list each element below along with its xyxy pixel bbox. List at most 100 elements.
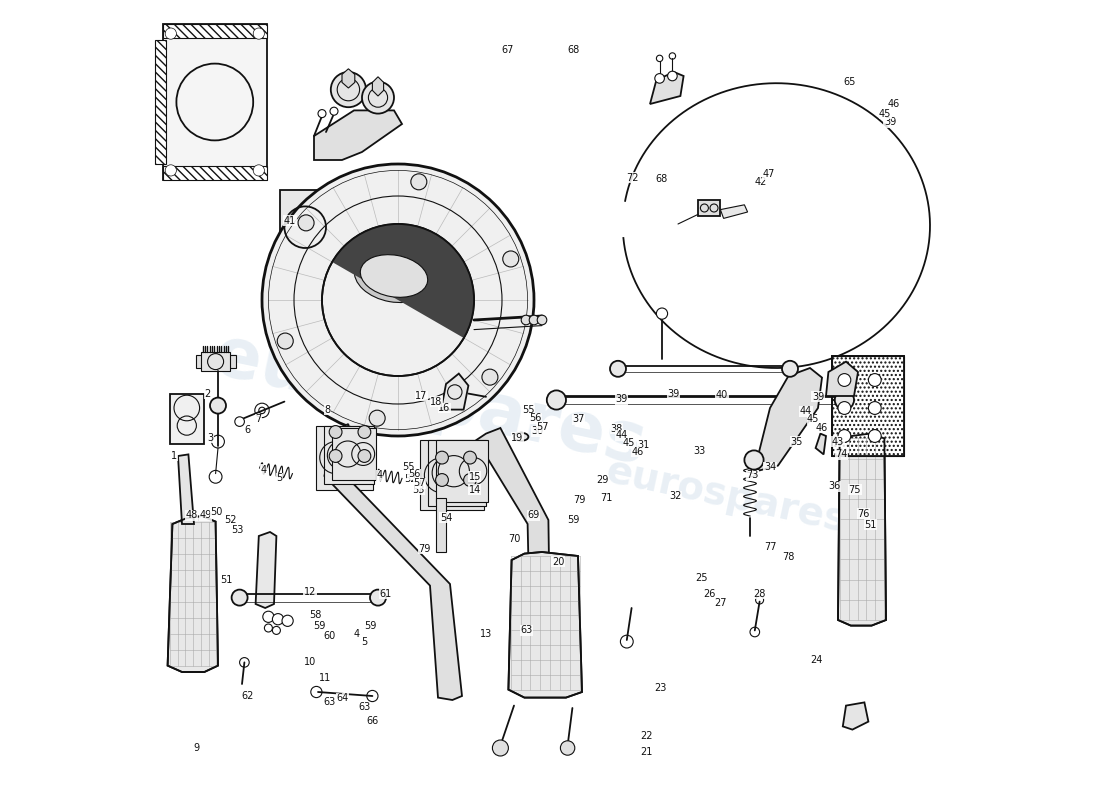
Polygon shape [843,702,868,730]
Circle shape [358,450,371,462]
Bar [832,356,903,456]
Text: 59: 59 [364,622,377,631]
Text: 39: 39 [667,389,680,398]
Text: 19: 19 [512,433,524,442]
Text: 60: 60 [323,631,337,641]
Text: 48: 48 [186,510,198,520]
Circle shape [529,315,539,325]
Circle shape [277,333,294,349]
Text: 55: 55 [403,462,415,472]
Text: 37: 37 [573,414,585,424]
Circle shape [298,215,315,231]
Text: 59: 59 [314,622,326,631]
Polygon shape [838,434,886,626]
Circle shape [370,410,385,426]
Circle shape [521,315,531,325]
Text: 42: 42 [755,178,767,187]
Text: 28: 28 [754,589,766,598]
Text: 70: 70 [508,534,521,544]
Text: 13: 13 [480,629,492,638]
Text: 66: 66 [366,716,378,726]
Text: 52: 52 [223,515,236,525]
Text: 32: 32 [670,491,682,501]
Circle shape [868,430,881,442]
Circle shape [232,590,248,606]
Text: 9: 9 [194,743,199,753]
Text: 65: 65 [843,77,856,86]
Text: 44: 44 [616,430,628,440]
Text: 36: 36 [828,482,840,491]
Text: 31: 31 [638,440,650,450]
Bar [279,190,331,264]
Circle shape [329,450,342,462]
Circle shape [503,251,519,267]
Bar [698,200,720,216]
Bar [437,498,446,552]
Circle shape [263,611,274,622]
Text: 27: 27 [714,598,727,608]
Circle shape [165,28,176,39]
Bar [832,356,903,456]
Text: 51: 51 [221,575,233,585]
Circle shape [234,417,244,426]
Circle shape [436,474,449,486]
Text: 56: 56 [408,470,420,479]
Bar [316,426,373,490]
Polygon shape [826,362,858,396]
Text: 44: 44 [800,406,812,416]
Text: 15: 15 [469,472,481,482]
Text: 74: 74 [835,450,847,459]
Polygon shape [324,424,462,700]
Text: 10: 10 [304,658,316,667]
Circle shape [370,590,386,606]
Text: 51: 51 [865,520,877,530]
Polygon shape [476,428,550,640]
Text: 39: 39 [615,394,627,404]
Circle shape [547,390,567,410]
Circle shape [482,369,498,385]
Circle shape [654,74,664,83]
Circle shape [358,426,371,438]
Circle shape [463,451,476,464]
Circle shape [463,474,476,486]
Text: 53: 53 [231,526,243,535]
Circle shape [657,308,668,319]
Text: 72: 72 [626,173,639,182]
Bar [419,440,484,510]
Text: 46: 46 [888,99,900,109]
Circle shape [410,174,427,190]
Text: 53: 53 [411,485,425,494]
Bar [163,24,267,38]
Text: 45: 45 [879,109,891,118]
Polygon shape [373,77,384,96]
Text: 5: 5 [361,638,367,647]
Circle shape [838,430,850,442]
Text: 23: 23 [654,683,667,693]
Polygon shape [178,454,194,524]
Text: 39: 39 [884,118,896,127]
Polygon shape [720,205,748,218]
Polygon shape [314,110,402,160]
Text: 26: 26 [703,590,715,599]
Circle shape [868,402,881,414]
Text: 76: 76 [857,509,870,518]
Text: 4: 4 [261,465,266,474]
Text: 16: 16 [438,403,451,413]
Text: 67: 67 [502,45,514,54]
Circle shape [273,614,284,625]
Text: 38: 38 [610,424,623,434]
Circle shape [330,107,338,115]
Circle shape [262,164,534,436]
Text: 55: 55 [522,406,535,415]
Text: 69: 69 [527,510,539,520]
Text: 17: 17 [415,391,428,401]
Text: 64: 64 [337,694,349,703]
Text: 7: 7 [255,414,262,424]
Text: 20: 20 [552,557,564,566]
Text: 68: 68 [656,174,668,184]
Bar [428,440,486,506]
Text: 63: 63 [323,698,336,707]
Circle shape [838,402,850,414]
Text: 30: 30 [531,426,543,436]
Circle shape [273,626,280,634]
